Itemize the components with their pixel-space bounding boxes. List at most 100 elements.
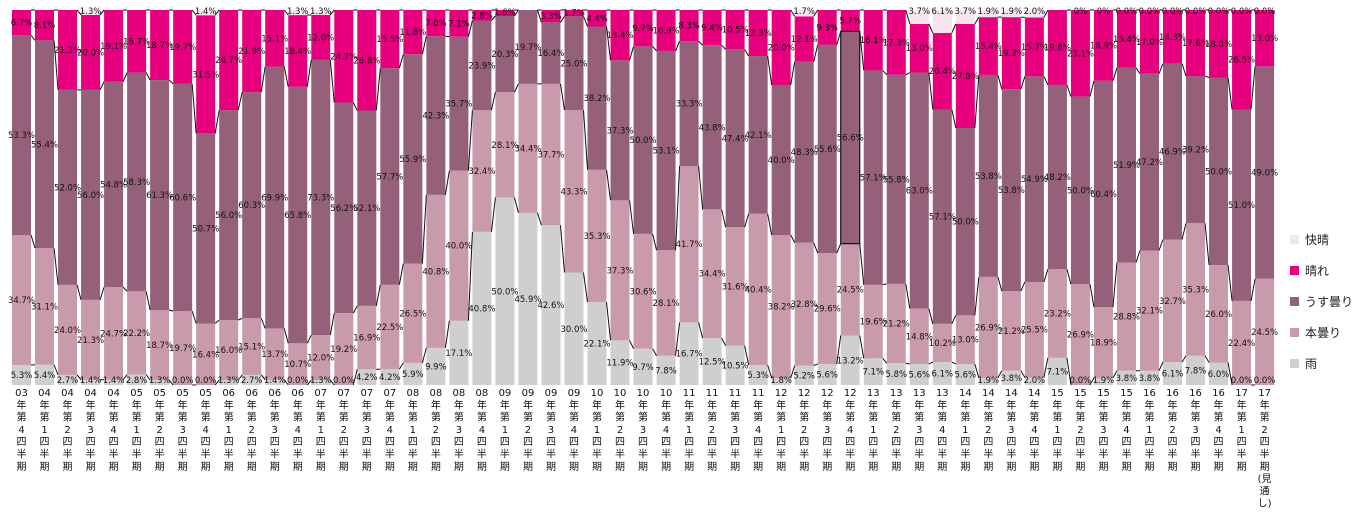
x-tick-label-32-7: 期	[730, 461, 740, 473]
bar-segment-3-4	[58, 10, 78, 90]
x-tick-label-28-2: 年	[638, 398, 648, 411]
data-label-49-5: 0.0%	[1116, 7, 1138, 17]
x-tick-label-17-6: 半	[385, 448, 395, 461]
bar-segment-27-4	[610, 10, 630, 61]
data-label-6-3: 58.3%	[123, 178, 150, 188]
x-tick-label-4-6: 半	[86, 448, 96, 461]
data-label-8-3: 60.6%	[169, 194, 196, 204]
x-tick-label-8-1: 05	[176, 388, 189, 399]
x-tick-label-48-1: 15	[1097, 388, 1110, 399]
x-tick-label-25-4: 4	[571, 425, 577, 436]
x-tick-label-42-5: 四	[960, 437, 970, 448]
bar-segment-21-3	[472, 20, 492, 111]
bar-segment-13-5	[288, 10, 308, 16]
bar-segment-1-3	[12, 35, 32, 235]
x-tick-label-30-1: 11	[683, 388, 696, 399]
x-tick-label-17-4: 4	[387, 425, 393, 436]
x-tick-label-31-6: 半	[707, 448, 717, 461]
x-tick-label-50-3: 第	[1144, 411, 1154, 424]
bar-segment-38-3	[863, 70, 883, 285]
data-label-8-1: 0.0%	[172, 376, 194, 386]
data-label-10-3: 56.0%	[215, 211, 242, 221]
data-label-3-3: 52.0%	[54, 183, 81, 193]
x-tick-label-2-4: 1	[41, 425, 47, 436]
x-tick-label-1-5: 四	[17, 437, 27, 448]
data-label-29-2: 28.1%	[653, 299, 680, 309]
data-label-19-1: 9.9%	[425, 362, 447, 372]
x-tick-label-8-5: 四	[178, 437, 188, 448]
x-tick-label-32-3: 第	[730, 411, 740, 424]
data-label-16-2: 16.9%	[353, 334, 380, 344]
x-tick-label-39-1: 13	[890, 388, 903, 399]
bar-segment-25-1	[564, 272, 584, 385]
data-label-18-2: 26.5%	[399, 309, 426, 319]
bar-segment-22-4	[495, 10, 515, 16]
bar-segment-55-4	[1255, 10, 1275, 67]
data-label-41-2: 10.2%	[929, 339, 956, 349]
data-label-55-4: 13.0%	[1251, 34, 1278, 44]
x-tick-label-19-6: 半	[431, 448, 441, 461]
bars-layer	[12, 10, 1275, 385]
data-label-5-1: 1.4%	[103, 376, 125, 386]
data-label-17-1: 4.2%	[379, 373, 401, 383]
data-label-46-4: 19.6%	[1044, 43, 1071, 53]
data-label-31-4: 9.4%	[701, 24, 723, 34]
bar-segment-23-2	[518, 83, 538, 213]
bar-segment-39-2	[886, 283, 906, 364]
bar-segment-8-3	[173, 83, 193, 312]
data-label-42-5: 3.7%	[955, 7, 977, 17]
x-tick-label-20-1: 08	[453, 388, 466, 399]
x-tick-label-26-7: 期	[592, 461, 602, 473]
bar-segment-24-1	[541, 225, 561, 385]
bar-segment-4-1	[81, 379, 101, 385]
bar-segment-46-1	[1047, 357, 1067, 385]
bar-segment-37-1	[840, 335, 860, 385]
data-label-47-1: 0.0%	[1070, 376, 1092, 386]
x-tick-label-48-2: 年	[1098, 398, 1108, 411]
bar-segment-33-4	[748, 10, 768, 57]
x-tick-label-25-1: 09	[568, 388, 581, 399]
x-tick-label-14-4: 1	[318, 425, 324, 436]
x-tick-label-43-4: 2	[985, 425, 991, 436]
x-tick-label-45-5: 四	[1029, 437, 1039, 448]
bar-segment-29-3	[656, 50, 676, 251]
x-tick-label-41-3: 第	[937, 411, 947, 424]
x-tick-label-2-6: 半	[40, 448, 50, 461]
x-tick-label-22-2: 年	[500, 398, 510, 411]
bar-segment-36-2	[817, 253, 837, 365]
x-tick-label-37-6: 半	[845, 448, 855, 461]
data-label-47-3: 50.0%	[1067, 186, 1094, 196]
data-label-44-5: 1.9%	[1001, 7, 1023, 17]
x-tick-label-16-5: 四	[362, 437, 372, 448]
x-tick-label-34-1: 12	[775, 388, 788, 399]
x-tick-label-42-2: 年	[960, 398, 970, 411]
data-label-20-1: 17.1%	[445, 349, 472, 359]
bar-segment-5-3	[104, 81, 124, 288]
x-tick-label-13-2: 年	[293, 398, 303, 411]
bar-segment-7-3	[150, 80, 170, 310]
data-label-19-3: 42.3%	[422, 112, 449, 122]
x-tick-label-35-7: 期	[799, 461, 809, 473]
x-tick-label-24-3: 第	[546, 411, 556, 424]
bar-segment-42-2	[955, 315, 975, 365]
x-tick-label-37-4: 4	[847, 425, 853, 436]
bar-segment-45-1	[1024, 377, 1044, 385]
bar-segment-13-2	[288, 343, 308, 385]
data-label-32-1: 10.5%	[722, 361, 749, 371]
data-label-9-4: 31.5%	[192, 70, 219, 80]
bar-segment-20-1	[449, 320, 469, 385]
data-label-55-2: 24.5%	[1251, 328, 1278, 338]
bar-segment-10-4	[219, 10, 239, 111]
data-label-5-3: 54.8%	[100, 180, 127, 190]
bar-segment-52-2	[1186, 223, 1206, 356]
bar-segment-5-4	[104, 10, 124, 82]
bar-segment-28-1	[633, 348, 653, 385]
x-tick-label-23-3: 第	[523, 411, 533, 424]
x-tick-label-18-7: 期	[408, 461, 418, 473]
x-tick-label-53-4: 4	[1215, 425, 1221, 436]
bar-segment-34-4	[771, 10, 791, 85]
bar-segment-49-1	[1116, 370, 1136, 385]
x-tick-label-37-7: 期	[845, 461, 855, 473]
bar-segment-1-1	[12, 365, 32, 385]
bar-segment-54-2	[1232, 300, 1252, 385]
